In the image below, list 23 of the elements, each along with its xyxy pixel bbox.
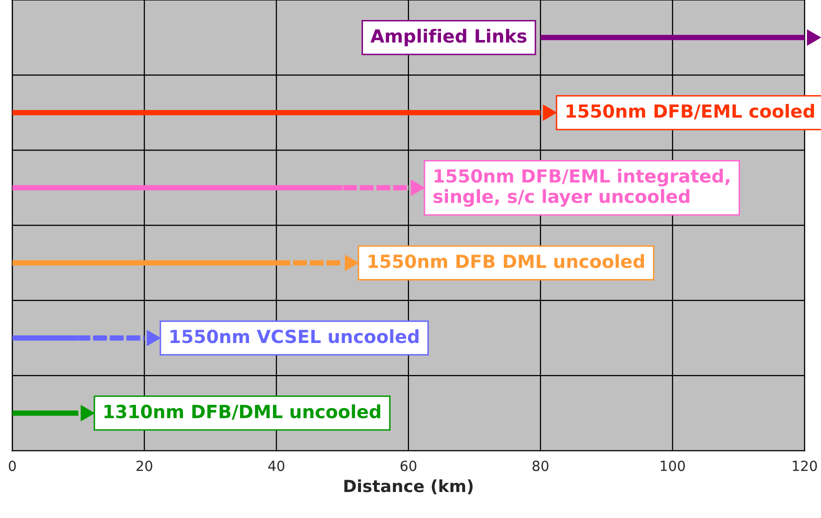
y-tick-label: Amplified Links [370,28,526,46]
bar [12,335,78,341]
bar [12,185,342,190]
y-tick-label: 1550nm DFB/EML cooled [566,104,814,120]
y-tick-label: 1550nm VCSEL uncooled [170,329,418,344]
x-tick-label: 20 [136,460,152,472]
x-tick-label: 80 [532,460,548,472]
x-tick-label: 120 [792,460,817,472]
x-tick-label: 100 [660,460,685,472]
bar [342,185,408,190]
x-tick-label: 0 [8,460,16,472]
x-axis-title: Distance (km) [344,479,473,494]
bar [12,110,540,116]
bar [540,34,805,40]
y-tick-label: 1310nm DFB/DML uncooled [104,404,380,420]
x-tick-label: 40 [268,460,284,472]
bar [12,410,78,416]
bar [78,335,144,341]
y-tick-label: 1550nm DFB DML uncooled [368,254,644,268]
bar [276,260,342,266]
bar [12,260,276,266]
x-tick-label: 60 [400,460,416,472]
y-tick-label: 1550nm DFB/EML integrated, single, s/c layer uncooled [434,168,730,207]
